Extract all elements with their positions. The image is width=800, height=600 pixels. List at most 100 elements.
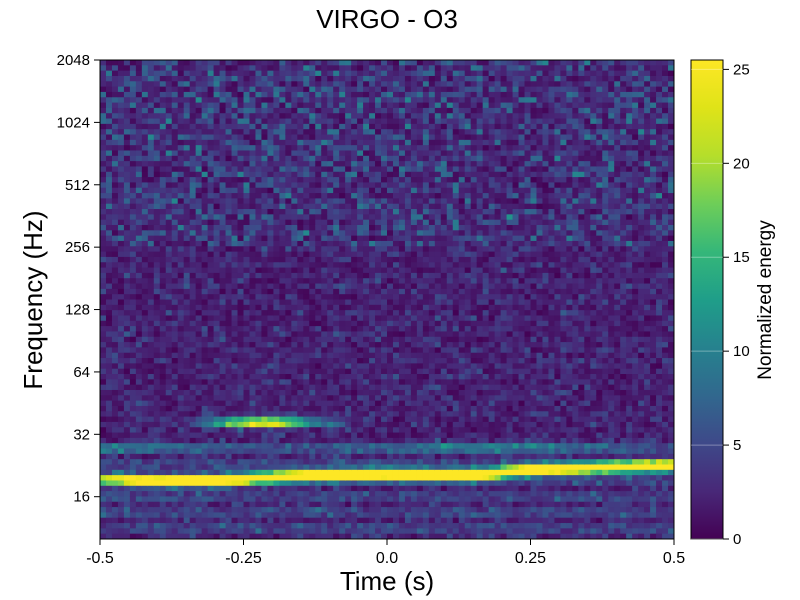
heatmap-cell [183, 91, 191, 98]
heatmap-cell [261, 459, 269, 466]
heatmap-cell [398, 65, 406, 72]
heatmap-cell [339, 145, 346, 152]
heatmap-cell [363, 464, 370, 471]
heatmap-cell [357, 75, 364, 82]
heatmap-cell [398, 139, 406, 146]
heatmap-cell [213, 283, 221, 290]
heatmap-cell [237, 331, 245, 338]
heatmap-cell [231, 102, 239, 109]
heatmap-cell [321, 240, 328, 247]
heatmap-cell [207, 224, 215, 231]
heatmap-cell [387, 491, 394, 498]
heatmap-cell [273, 427, 280, 434]
heatmap-cell [213, 198, 221, 205]
heatmap-cell [303, 320, 310, 327]
heatmap-cell [111, 177, 119, 184]
heatmap-cell [105, 230, 113, 237]
heatmap-cell [410, 283, 418, 290]
heatmap-cell [237, 347, 245, 354]
heatmap-cell [273, 187, 280, 194]
heatmap-cell [171, 347, 179, 354]
heatmap-cell [410, 299, 418, 306]
heatmap-cell [404, 326, 412, 333]
heatmap-cell [141, 528, 149, 535]
heatmap-cell [100, 469, 107, 476]
heatmap-cell [237, 75, 245, 82]
heatmap-cell [249, 145, 257, 152]
heatmap-cell [153, 134, 161, 141]
heatmap-cell [381, 81, 388, 88]
heatmap-cell [105, 416, 113, 423]
heatmap-cell [111, 523, 119, 529]
heatmap-cell [428, 129, 436, 136]
heatmap-cell [201, 283, 209, 290]
heatmap-cell [261, 182, 269, 189]
heatmap-cell [183, 528, 191, 535]
heatmap-cell [201, 432, 209, 439]
heatmap-cell [369, 294, 376, 301]
heatmap-cell [333, 278, 340, 285]
heatmap-cell [363, 171, 370, 178]
heatmap-cell [404, 65, 412, 72]
heatmap-cell [237, 448, 245, 455]
heatmap-cell [237, 469, 245, 476]
heatmap-cell [243, 459, 251, 466]
heatmap-cell [267, 491, 274, 498]
heatmap-cell [416, 294, 424, 301]
heatmap-cell [141, 246, 149, 253]
heatmap-cell [135, 400, 143, 407]
heatmap-cell [195, 278, 203, 285]
heatmap-cell [195, 161, 203, 168]
heatmap-cell [135, 246, 143, 253]
heatmap-cell [333, 91, 340, 98]
heatmap-cell [321, 171, 328, 178]
heatmap-cell [243, 230, 251, 237]
heatmap-cell [369, 507, 376, 513]
heatmap-cell [398, 219, 406, 226]
heatmap-cell [201, 251, 209, 258]
heatmap-cell [177, 464, 185, 471]
heatmap-cell [147, 70, 155, 77]
heatmap-cell [105, 464, 113, 471]
heatmap-cell [297, 150, 304, 157]
heatmap-cell [351, 203, 358, 210]
heatmap-cell [225, 523, 233, 529]
heatmap-cell [315, 155, 322, 162]
heatmap-cell [195, 198, 203, 205]
heatmap-cell [195, 283, 203, 290]
heatmap-cell [255, 123, 263, 130]
heatmap-cell [177, 139, 185, 146]
heatmap-cell [339, 214, 346, 221]
heatmap-cell [291, 145, 298, 152]
heatmap-cell [404, 395, 412, 402]
heatmap-cell [105, 262, 113, 269]
heatmap-cell [291, 139, 298, 146]
heatmap-cell [255, 145, 263, 152]
heatmap-cell [428, 166, 436, 173]
heatmap-cell [123, 262, 131, 269]
heatmap-cell [249, 352, 257, 359]
heatmap-cell [183, 283, 191, 290]
heatmap-cell [416, 512, 424, 519]
heatmap-cell [297, 475, 304, 482]
heatmap-cell [183, 182, 191, 189]
heatmap-cell [309, 352, 316, 359]
heatmap-cell [189, 219, 197, 226]
heatmap-cell [111, 299, 119, 306]
heatmap-cell [375, 448, 382, 455]
heatmap-cell [100, 134, 107, 141]
heatmap-cell [177, 443, 185, 450]
heatmap-cell [123, 193, 131, 199]
heatmap-cell [357, 358, 364, 364]
heatmap-cell [147, 475, 155, 482]
heatmap-cell [105, 155, 113, 162]
heatmap-cell [357, 421, 364, 428]
heatmap-cell [111, 171, 119, 178]
heatmap-cell [315, 60, 322, 66]
heatmap-cell [285, 219, 292, 226]
heatmap-cell [267, 182, 274, 189]
heatmap-cell [339, 389, 346, 396]
heatmap-cell [231, 81, 239, 88]
heatmap-cell [333, 171, 340, 178]
heatmap-cell [225, 320, 233, 327]
